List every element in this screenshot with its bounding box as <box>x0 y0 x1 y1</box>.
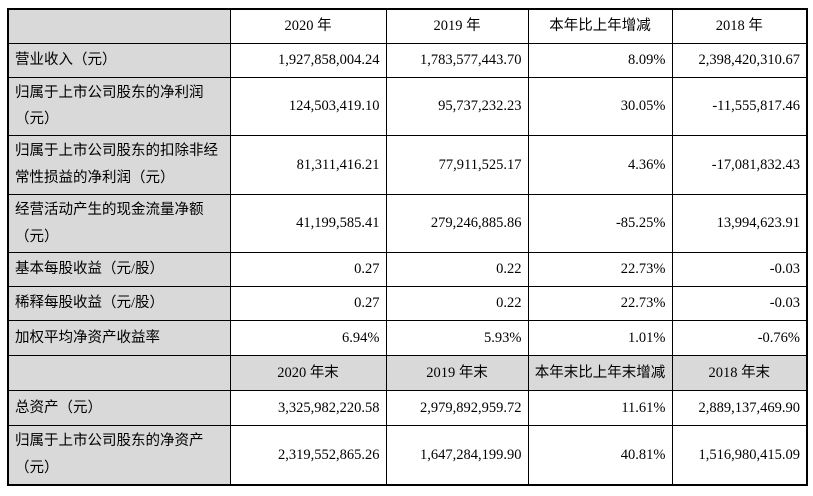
metric-label: 稀释每股收益（元/股） <box>7 286 231 322</box>
value-yoy-change: 30.05% <box>527 76 673 137</box>
value-2019: 0.22 <box>385 286 529 322</box>
annual-header-yoy-change: 本年比上年增减 <box>527 8 673 44</box>
table-row-weighted-avg-roe: 加权平均净资产收益率 6.94% 5.93% 1.01% -0.76% <box>7 320 808 357</box>
table-row-operating-cash-flow: 经营活动产生的现金流量净额（元） 41,199,585.41 279,246,8… <box>7 193 808 254</box>
value-yoy-change: 22.73% <box>527 252 673 288</box>
value-yoy-change: 4.36% <box>527 135 673 195</box>
table-row-net-profit-excl-nonrecurring: 归属于上市公司股东的扣除非经常性损益的净利润（元） 81,311,416.21 … <box>7 135 808 195</box>
value-2020: 1,927,858,004.24 <box>229 42 387 78</box>
metric-label: 归属于上市公司股东的净资产（元） <box>7 425 231 486</box>
annual-header-row: 2020 年 2019 年 本年比上年增减 2018 年 <box>7 8 808 44</box>
table-row-diluted-eps: 稀释每股收益（元/股） 0.27 0.22 22.73% -0.03 <box>7 286 808 322</box>
value-yoy-change: -85.25% <box>527 193 673 254</box>
value-2019: 0.22 <box>385 252 529 288</box>
table-row-basic-eps: 基本每股收益（元/股） 0.27 0.22 22.73% -0.03 <box>7 252 808 288</box>
table-row-total-assets: 总资产（元） 3,325,982,220.58 2,979,892,959.72… <box>7 390 808 427</box>
value-2019: 95,737,232.23 <box>385 76 529 137</box>
eoy-header-corner-cell <box>7 355 231 392</box>
value-2018: -11,555,817.46 <box>671 76 808 137</box>
value-yoy-change: 40.81% <box>527 425 673 486</box>
table-row-net-profit: 归属于上市公司股东的净利润（元） 124,503,419.10 95,737,2… <box>7 76 808 137</box>
value-2018: 1,516,980,415.09 <box>671 425 808 486</box>
eoy-header-2020: 2020 年末 <box>229 355 387 392</box>
value-2018: -0.03 <box>671 286 808 322</box>
table-row-operating-revenue: 营业收入（元） 1,927,858,004.24 1,783,577,443.7… <box>7 42 808 78</box>
value-yoy-change: 1.01% <box>527 320 673 357</box>
metric-label: 经营活动产生的现金流量净额（元） <box>7 193 231 254</box>
value-2020: 2,319,552,865.26 <box>229 425 387 486</box>
value-2019: 2,979,892,959.72 <box>385 390 529 427</box>
value-2020: 0.27 <box>229 252 387 288</box>
value-2018: 2,398,420,310.67 <box>671 42 808 78</box>
value-2020: 3,325,982,220.58 <box>229 390 387 427</box>
annual-header-corner-cell <box>7 8 231 44</box>
value-2020: 6.94% <box>229 320 387 357</box>
value-2018: 2,889,137,469.90 <box>671 390 808 427</box>
annual-header-2020: 2020 年 <box>229 8 387 44</box>
value-2018: 13,994,623.91 <box>671 193 808 254</box>
eoy-header-yoy-change: 本年末比上年末增减 <box>527 355 673 392</box>
metric-label: 归属于上市公司股东的净利润（元） <box>7 76 231 137</box>
metric-label: 归属于上市公司股东的扣除非经常性损益的净利润（元） <box>7 135 231 195</box>
value-2018: -0.03 <box>671 252 808 288</box>
value-yoy-change: 8.09% <box>527 42 673 78</box>
eoy-header-row: 2020 年末 2019 年末 本年末比上年末增减 2018 年末 <box>7 355 808 392</box>
annual-header-2019: 2019 年 <box>385 8 529 44</box>
eoy-header-2019: 2019 年末 <box>385 355 529 392</box>
value-2019: 77,911,525.17 <box>385 135 529 195</box>
metric-label: 加权平均净资产收益率 <box>7 320 231 357</box>
value-2018: -17,081,832.43 <box>671 135 808 195</box>
value-2020: 0.27 <box>229 286 387 322</box>
metric-label: 营业收入（元） <box>7 42 231 78</box>
metric-label: 基本每股收益（元/股） <box>7 252 231 288</box>
value-yoy-change: 22.73% <box>527 286 673 322</box>
financial-summary-table: 2020 年 2019 年 本年比上年增减 2018 年 营业收入（元） 1,9… <box>7 8 808 486</box>
value-2020: 41,199,585.41 <box>229 193 387 254</box>
value-2019: 279,246,885.86 <box>385 193 529 254</box>
value-2018: -0.76% <box>671 320 808 357</box>
value-2020: 81,311,416.21 <box>229 135 387 195</box>
table-row-net-assets: 归属于上市公司股东的净资产（元） 2,319,552,865.26 1,647,… <box>7 425 808 486</box>
metric-label: 总资产（元） <box>7 390 231 427</box>
value-2019: 5.93% <box>385 320 529 357</box>
value-2019: 1,647,284,199.90 <box>385 425 529 486</box>
value-yoy-change: 11.61% <box>527 390 673 427</box>
eoy-header-2018: 2018 年末 <box>671 355 808 392</box>
value-2019: 1,783,577,443.70 <box>385 42 529 78</box>
value-2020: 124,503,419.10 <box>229 76 387 137</box>
annual-header-2018: 2018 年 <box>671 8 808 44</box>
